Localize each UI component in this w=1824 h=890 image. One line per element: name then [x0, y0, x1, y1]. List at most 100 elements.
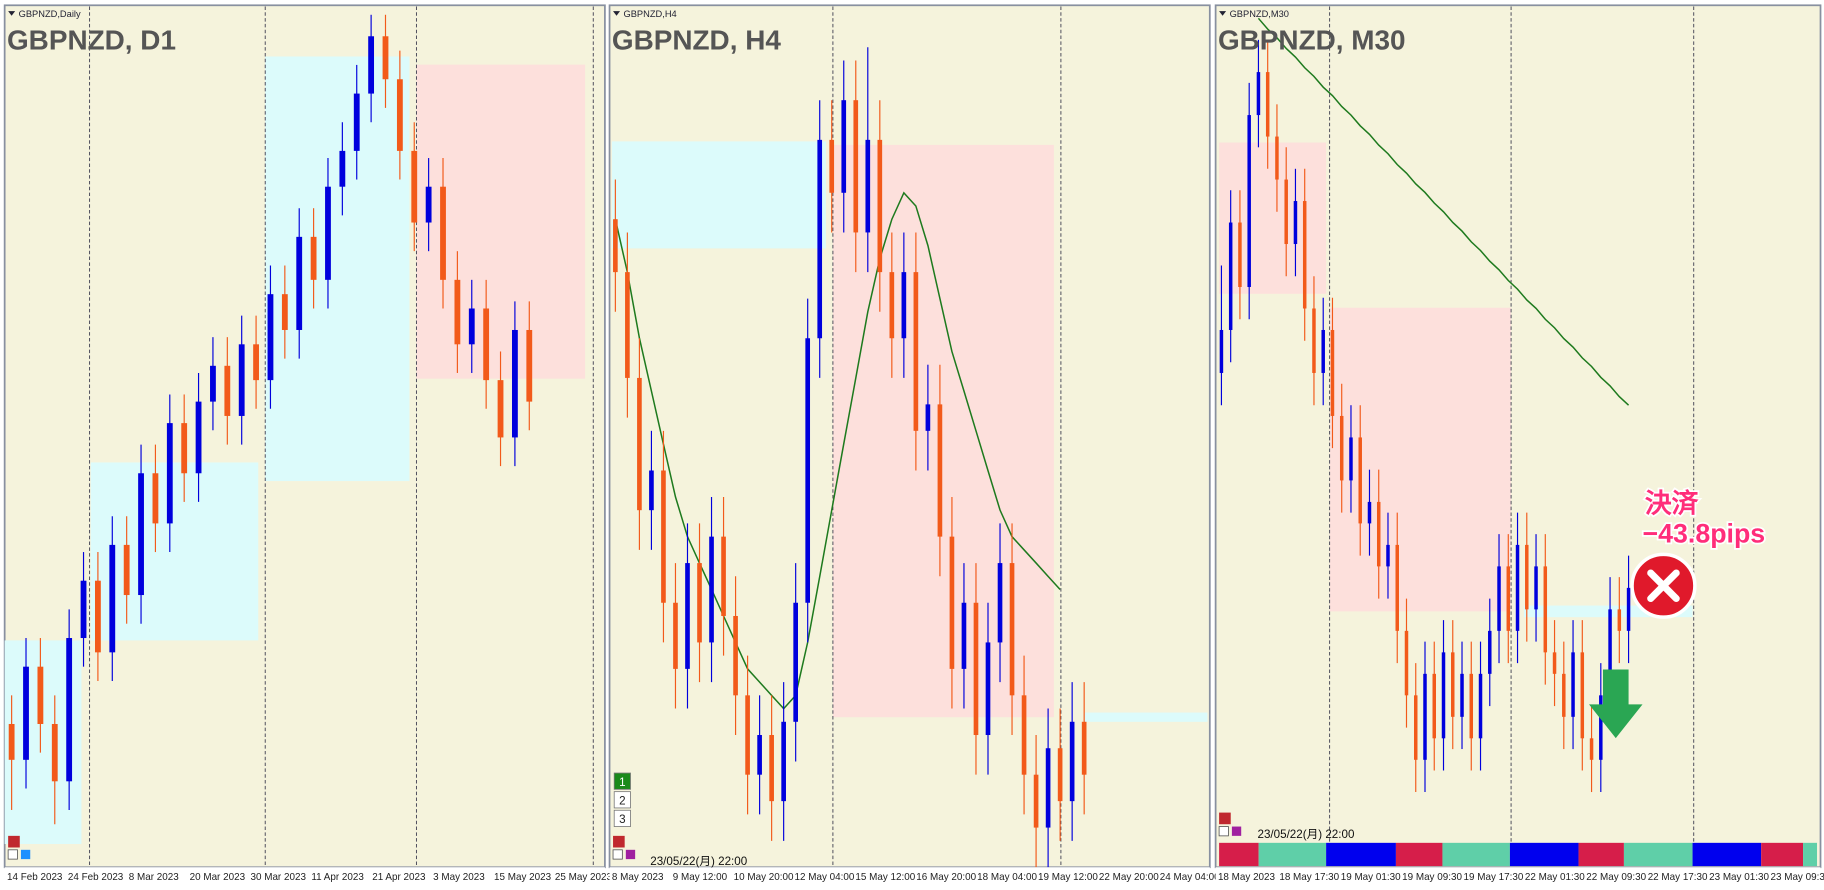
- candle-body: [757, 735, 762, 775]
- candle-body: [1414, 695, 1418, 760]
- candle-body: [1284, 179, 1288, 245]
- candle-body: [1488, 630, 1492, 674]
- candle-body: [841, 100, 847, 193]
- x-tick-label: 14 Feb 2023: [7, 872, 63, 883]
- candle-body: [353, 93, 360, 151]
- candle-body: [1506, 566, 1511, 631]
- x-tick-label: 23 May 01:30: [1709, 872, 1769, 883]
- panel-menu-icon: [1219, 11, 1227, 16]
- candle-body: [1525, 544, 1529, 610]
- candle-body: [1330, 329, 1335, 416]
- candle-body: [1339, 415, 1344, 481]
- axis-strip: [609, 867, 1210, 890]
- candle-body: [1608, 609, 1612, 696]
- candle-body: [661, 470, 666, 603]
- session-strip: [1692, 842, 1762, 867]
- candle-body: [901, 272, 907, 339]
- candle-body: [1238, 222, 1242, 287]
- candle-body: [368, 36, 375, 94]
- candle-body: [1321, 329, 1325, 373]
- candle-body: [1580, 652, 1585, 739]
- toolbar-icon: [612, 849, 623, 860]
- moving-average: [614, 191, 1061, 710]
- candle-body: [80, 580, 87, 639]
- zone-box: [832, 144, 1054, 718]
- candle-body: [1515, 544, 1520, 631]
- toolbar-icon: [1218, 826, 1229, 837]
- timeframe-button[interactable]: [613, 791, 631, 809]
- candle-body: [1543, 566, 1548, 653]
- session-strip: [1395, 842, 1443, 867]
- zone-box: [1329, 307, 1512, 612]
- candle-body: [425, 186, 432, 223]
- candle-body: [973, 602, 979, 736]
- candle-body: [1432, 673, 1436, 739]
- x-tick-label: 8 Mar 2023: [129, 872, 179, 883]
- candle-body: [1589, 738, 1594, 760]
- x-tick-label: 18 May 04:00: [977, 872, 1037, 883]
- toolbar-icon: [20, 849, 31, 860]
- candle-body: [1033, 774, 1039, 828]
- candle-body: [1460, 673, 1464, 717]
- timeframe-button-label: 2: [619, 794, 625, 807]
- timeframe-button[interactable]: [613, 772, 631, 790]
- zone-box: [90, 462, 259, 641]
- candle-body: [937, 404, 943, 537]
- candle-body: [1395, 544, 1399, 631]
- x-tick-label: 23 May 09:30: [1770, 872, 1824, 883]
- zone-box: [1219, 142, 1327, 294]
- candle-body: [454, 279, 461, 345]
- x-tick-label: 16 May 20:00: [916, 872, 976, 883]
- candle-body: [673, 602, 678, 669]
- candle-body: [637, 377, 642, 511]
- axis-strip: [4, 867, 605, 890]
- session-strip: [1219, 842, 1259, 867]
- candle-body: [497, 380, 504, 438]
- candle-body: [1057, 748, 1063, 802]
- candle-body: [382, 36, 389, 80]
- x-tick-label: 12 May 04:00: [795, 872, 855, 883]
- candle-body: [253, 344, 259, 381]
- timeframe-button[interactable]: [613, 809, 631, 827]
- session-strip: [1258, 842, 1327, 867]
- x-tick-label: 9 May 12:00: [673, 872, 728, 883]
- candle-body: [1081, 721, 1087, 775]
- moving-average: [1257, 17, 1630, 406]
- candle-body: [468, 308, 475, 345]
- candle-body: [865, 139, 871, 233]
- candle-body: [152, 473, 159, 524]
- candle-body: [181, 423, 188, 474]
- candle-body: [440, 186, 446, 280]
- candle-body: [877, 139, 883, 273]
- candle-body: [961, 602, 967, 669]
- annotation: −43.8pips: [1643, 519, 1766, 549]
- candle-body: [1386, 544, 1390, 567]
- candle-body: [1045, 748, 1051, 828]
- x-tick-label: 10 May 20:00: [734, 872, 794, 883]
- timeframe-button-label: 1: [619, 776, 625, 789]
- toolbar-icon: [625, 849, 636, 860]
- x-tick-label: 24 May 04:00: [1160, 872, 1220, 883]
- panel-background: [1214, 4, 1822, 869]
- candle-body: [51, 723, 58, 782]
- x-tick-label: 15 May 2023: [494, 872, 552, 883]
- candle-body: [1275, 136, 1279, 180]
- x-tick-label: 19 May 17:30: [1464, 872, 1524, 883]
- candle-body: [1571, 652, 1575, 717]
- toolbar-icon: [1231, 826, 1242, 836]
- candle-body: [649, 470, 654, 511]
- panel-title: GBPNZD, D1: [7, 24, 176, 55]
- x-tick-label: 19 May 09:30: [1402, 872, 1462, 883]
- x-tick-label: 25 May 2023: [555, 872, 613, 883]
- close-icon: [8, 835, 20, 848]
- candle-body: [853, 100, 859, 233]
- session-strip: [1803, 842, 1818, 867]
- candle-body: [793, 602, 798, 722]
- zone-box: [265, 56, 410, 482]
- close-icon: [1219, 812, 1231, 825]
- candle-body: [66, 638, 73, 782]
- candle-body: [805, 338, 811, 603]
- toolbar-icon: [7, 849, 18, 860]
